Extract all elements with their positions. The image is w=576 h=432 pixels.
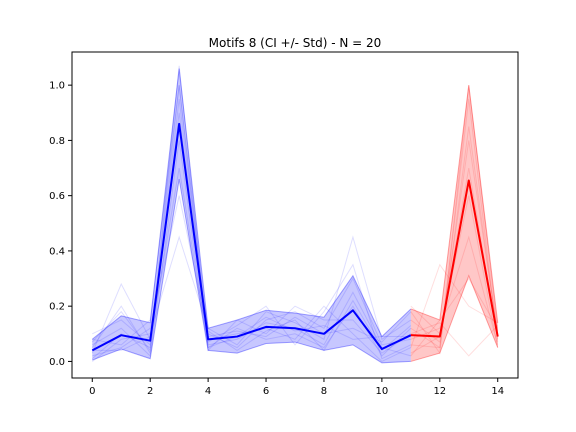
ci-lower-blue <box>92 178 411 364</box>
y-tick-label: 0.8 <box>49 136 65 147</box>
sample-trace-red <box>410 263 498 348</box>
x-tick-label: 2 <box>147 386 153 397</box>
sample-trace-red <box>410 126 499 349</box>
sample-trace-red <box>410 98 499 349</box>
sample-trace-red <box>410 322 499 357</box>
sample-trace-red <box>410 85 499 355</box>
x-axis: 0 2 4 6 8 10 12 14 <box>89 378 504 397</box>
x-tick-label: 10 <box>376 386 389 397</box>
ci-lower-red <box>410 274 499 362</box>
x-tick-label: 14 <box>491 386 504 397</box>
x-tick-label: 6 <box>263 386 269 397</box>
sample-trace-red <box>410 195 499 348</box>
y-tick-label: 0.2 <box>49 302 65 313</box>
ci-band-red <box>410 85 498 362</box>
sample-trace-blue <box>91 65 411 352</box>
x-tick-label: 4 <box>205 386 211 397</box>
y-tick-label: 1.0 <box>49 81 65 92</box>
y-axis: 0.0 0.2 0.4 0.6 0.8 1.0 <box>49 81 72 368</box>
sample-trace-blue <box>91 235 412 362</box>
ci-band-blue <box>92 68 411 363</box>
sample-trace-red <box>410 235 499 345</box>
x-tick-label: 0 <box>89 386 95 397</box>
y-tick-label: 0.6 <box>49 191 65 202</box>
sample-trace-blue <box>92 195 411 357</box>
sample-trace-blue <box>92 140 412 357</box>
sample-trace-red <box>410 277 499 357</box>
ci-upper-blue <box>91 68 412 340</box>
sample-trace-blue <box>91 98 412 360</box>
x-tick-label: 12 <box>433 386 446 397</box>
y-tick-label: 0.4 <box>49 246 65 257</box>
mean-line-blue <box>91 122 412 352</box>
mean-line-red <box>410 179 499 338</box>
y-tick-label: 0.0 <box>49 357 65 368</box>
sample-trace-blue <box>92 85 412 346</box>
axes-frame <box>71 51 519 379</box>
ci-upper-red <box>410 85 499 323</box>
sample-trace-red <box>410 140 499 343</box>
x-tick-label: 8 <box>321 386 327 397</box>
plot-area <box>91 65 499 364</box>
chart-title: Motifs 8 (CI +/- Std) - N = 20 <box>209 36 382 50</box>
